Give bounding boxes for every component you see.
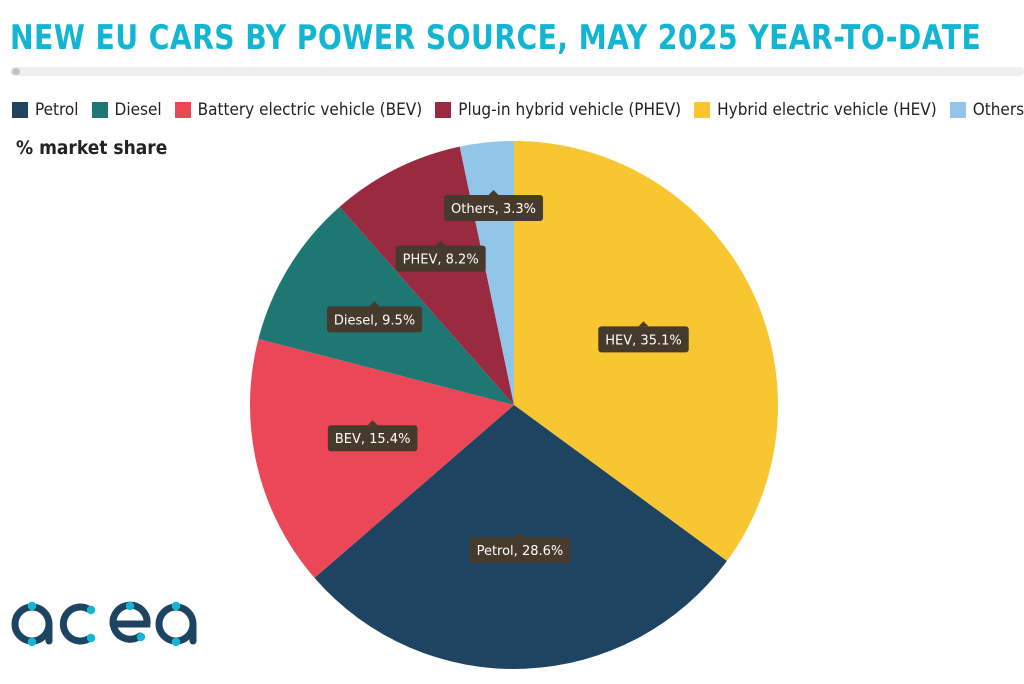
logo-letter-a1 [11,603,53,645]
legend-swatch-bev [174,102,191,118]
pie-label-petrol: Petrol, 28.6% [469,532,571,564]
legend-label-phev: Plug-in hybrid vehicle (PHEV) [458,100,682,120]
legend-label-others: Others [972,100,1024,120]
chart-subtitle: % market share [16,137,168,159]
chart-legend: Petrol Diesel Battery electric vehicle (… [12,100,1024,120]
legend-label-hev: Hybrid electric vehicle (HEV) [717,100,937,120]
pie-label-others: Others, 3.3% [444,190,544,222]
legend-item-bev[interactable]: Battery electric vehicle (BEV) [174,100,423,120]
pie-label-text-phev: PHEV, 8.2% [403,253,479,268]
pie-slice-bev[interactable] [249,339,514,578]
pie-label-hev: HEV, 35.1% [598,321,689,353]
logo-text: acea [10,582,13,583]
logo-letter-c [59,603,94,645]
legend-swatch-diesel [91,102,108,118]
pie-slice-diesel[interactable] [258,206,514,405]
pie-label-text-others: Others, 3.3% [451,202,536,217]
legend-item-phev[interactable]: Plug-in hybrid vehicle (PHEV) [435,100,681,120]
logo-letter-e [109,601,151,643]
legend-item-hev[interactable]: Hybrid electric vehicle (HEV) [694,100,937,120]
legend-label-bev: Battery electric vehicle (BEV) [197,100,423,120]
pie-label-bev: BEV, 15.4% [327,420,418,452]
horizontal-scrollbar[interactable] [10,67,1024,76]
legend-item-others[interactable]: Others [949,100,1024,120]
legend-swatch-phev [435,102,452,118]
pie-label-text-petrol: Petrol, 28.6% [477,544,564,559]
legend-swatch-hev [694,102,711,118]
legend-item-petrol[interactable]: Petrol [12,100,79,120]
acea-logo: acea [10,582,197,647]
legend-swatch-petrol [12,102,28,118]
pie-label-diesel: Diesel, 9.5% [326,301,423,333]
legend-item-diesel[interactable]: Diesel [91,100,162,120]
pie-label-phev: PHEV, 8.2% [395,240,486,272]
logo-letter-a2 [155,603,197,645]
legend-swatch-others [949,102,966,118]
pie-label-text-hev: HEV, 35.1% [605,333,681,348]
chart-title: NEW EU CARS BY POWER SOURCE, MAY 2025 YE… [10,18,982,58]
pie-labels: HEV, 35.1% Petrol, 28.6% BEV, 15.4% Diesel,… [326,190,689,564]
pie-label-text-diesel: Diesel, 9.5% [334,313,415,328]
scrollbar-thumb[interactable] [12,68,20,75]
legend-label-petrol: Petrol [35,100,79,120]
pie-label-text-bev: BEV, 15.4% [335,432,411,447]
legend-label-diesel: Diesel [114,100,162,120]
